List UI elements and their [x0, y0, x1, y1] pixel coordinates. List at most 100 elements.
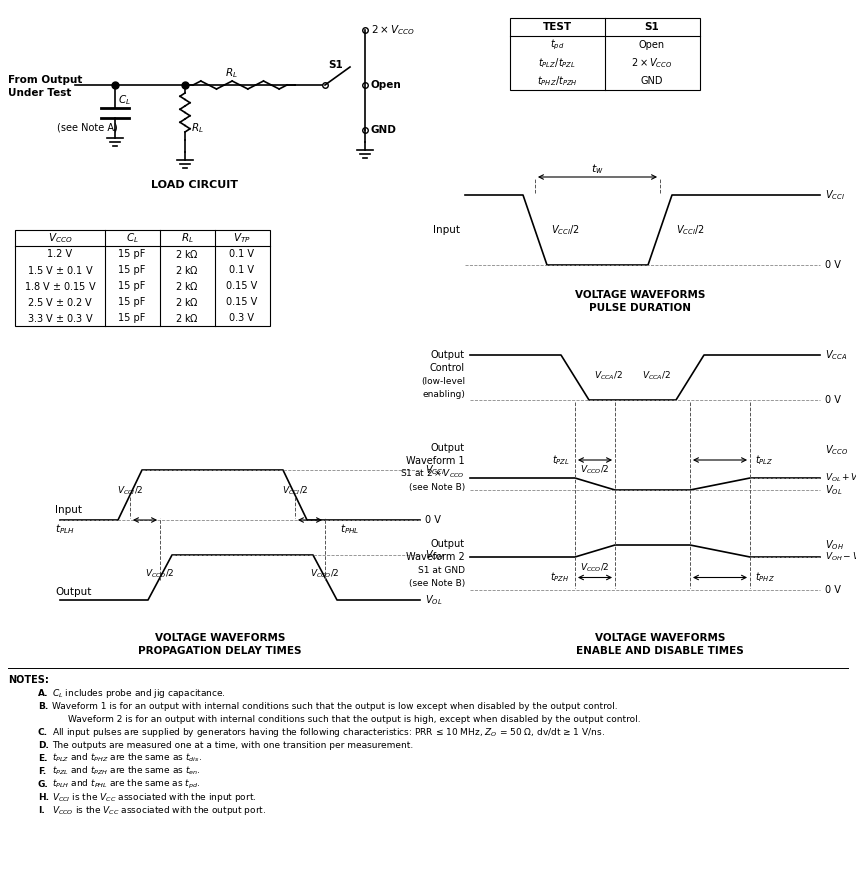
- Text: (low-level: (low-level: [421, 377, 465, 385]
- Text: Waveform 2 is for an output with internal conditions such that the output is hig: Waveform 2 is for an output with interna…: [68, 714, 640, 724]
- Text: $V_{CCO}/2$: $V_{CCO}/2$: [580, 464, 609, 476]
- Text: 0.15 V: 0.15 V: [226, 281, 258, 291]
- Text: F.: F.: [38, 766, 46, 775]
- Text: 15 pF: 15 pF: [118, 281, 146, 291]
- Text: 1.5 V $\pm$ 0.1 V: 1.5 V $\pm$ 0.1 V: [27, 264, 93, 276]
- Text: Output: Output: [55, 587, 92, 597]
- Text: Output: Output: [431, 539, 465, 549]
- Text: (see Note B): (see Note B): [409, 482, 465, 492]
- Text: $t_{PHZ}/t_{PZH}$: $t_{PHZ}/t_{PZH}$: [537, 74, 578, 88]
- Text: $t_{PHL}$: $t_{PHL}$: [340, 522, 360, 535]
- Text: Open: Open: [639, 40, 665, 50]
- Text: $V_{CCI}$ is the $V_{CC}$ associated with the input port.: $V_{CCI}$ is the $V_{CC}$ associated wit…: [52, 791, 257, 803]
- Text: $V_{TP}$: $V_{TP}$: [233, 231, 251, 245]
- Text: 0.3 V: 0.3 V: [229, 313, 254, 323]
- Text: 15 pF: 15 pF: [118, 249, 146, 259]
- Text: $2 \times V_{CCO}$: $2 \times V_{CCO}$: [631, 56, 673, 70]
- Text: Output: Output: [431, 443, 465, 453]
- Text: 0 V: 0 V: [825, 585, 841, 595]
- Text: LOAD CIRCUIT: LOAD CIRCUIT: [152, 180, 239, 190]
- Text: GND: GND: [371, 125, 397, 135]
- Text: $V_{CCO}$: $V_{CCO}$: [48, 231, 72, 245]
- Text: $V_{CCI}$: $V_{CCI}$: [825, 188, 845, 202]
- Text: 0.1 V: 0.1 V: [229, 265, 254, 275]
- Text: $V_{CCI}/2$: $V_{CCI}/2$: [551, 223, 580, 237]
- Text: $V_{OL}$: $V_{OL}$: [825, 483, 842, 497]
- Text: A.: A.: [38, 689, 49, 698]
- Text: 0 V: 0 V: [825, 260, 841, 270]
- Text: $V_{CCI}/2$: $V_{CCI}/2$: [116, 485, 143, 497]
- Text: 2 k$\Omega$: 2 k$\Omega$: [175, 264, 199, 276]
- Text: TEST: TEST: [543, 22, 572, 32]
- Text: $V_{OL}+V_{TP}$: $V_{OL}+V_{TP}$: [825, 472, 856, 484]
- Text: 2 k$\Omega$: 2 k$\Omega$: [175, 296, 199, 308]
- Text: $V_{CCO}/2$: $V_{CCO}/2$: [310, 567, 340, 580]
- Text: E.: E.: [38, 753, 47, 762]
- Text: From Output: From Output: [8, 75, 82, 85]
- Text: C.: C.: [38, 727, 48, 737]
- Text: 3.3 V $\pm$ 0.3 V: 3.3 V $\pm$ 0.3 V: [27, 312, 93, 324]
- Text: $V_{OH}-V_{TP}$: $V_{OH}-V_{TP}$: [825, 551, 856, 563]
- Text: $t_{PLZ}$ and $t_{PHZ}$ are the same as $t_{dis}$.: $t_{PLZ}$ and $t_{PHZ}$ are the same as …: [52, 752, 202, 764]
- Text: The outputs are measured one at a time, with one transition per measurement.: The outputs are measured one at a time, …: [52, 740, 413, 750]
- Text: Input: Input: [433, 225, 460, 235]
- Text: 15 pF: 15 pF: [118, 297, 146, 307]
- Text: Open: Open: [371, 80, 401, 90]
- Text: $V_{CCO}/2$: $V_{CCO}/2$: [146, 567, 175, 580]
- Text: $R_L$: $R_L$: [191, 121, 204, 135]
- Text: $V_{CCI}$: $V_{CCI}$: [425, 463, 445, 477]
- Text: 2.5 V $\pm$ 0.2 V: 2.5 V $\pm$ 0.2 V: [27, 296, 93, 308]
- Text: $t_{PLZ}$: $t_{PLZ}$: [755, 453, 774, 467]
- Text: $V_{CCA}$: $V_{CCA}$: [825, 348, 847, 362]
- Text: ENABLE AND DISABLE TIMES: ENABLE AND DISABLE TIMES: [576, 646, 744, 656]
- Text: Waveform 2: Waveform 2: [407, 552, 465, 562]
- Text: $V_{CCO}$: $V_{CCO}$: [825, 443, 848, 457]
- Text: B.: B.: [38, 701, 48, 711]
- Text: $V_{OH}$: $V_{OH}$: [825, 538, 844, 552]
- Text: 0.15 V: 0.15 V: [226, 297, 258, 307]
- Text: $V_{CCI}/2$: $V_{CCI}/2$: [282, 485, 308, 497]
- Text: All input pulses are supplied by generators having the following characteristics: All input pulses are supplied by generat…: [52, 726, 605, 739]
- Text: $C_L$: $C_L$: [126, 231, 139, 245]
- Text: VOLTAGE WAVEFORMS: VOLTAGE WAVEFORMS: [595, 633, 725, 643]
- Text: 0 V: 0 V: [825, 395, 841, 405]
- Text: G.: G.: [38, 780, 49, 788]
- Text: I.: I.: [38, 806, 45, 814]
- Text: $t_{PLH}$: $t_{PLH}$: [55, 522, 74, 535]
- Text: S1 at GND: S1 at GND: [418, 566, 465, 575]
- Text: 0 V: 0 V: [425, 515, 441, 525]
- Text: $t_{PZL}$ and $t_{PZH}$ are the same as $t_{en}$.: $t_{PZL}$ and $t_{PZH}$ are the same as …: [52, 765, 201, 777]
- Text: $t_w$: $t_w$: [591, 162, 603, 176]
- Text: $t_{PLZ}/t_{PZL}$: $t_{PLZ}/t_{PZL}$: [538, 56, 576, 70]
- Text: $t_{PLH}$ and $t_{PHL}$ are the same as $t_{pd}$.: $t_{PLH}$ and $t_{PHL}$ are the same as …: [52, 778, 200, 791]
- Text: S1: S1: [645, 22, 659, 32]
- Text: $V_{OH}$: $V_{OH}$: [425, 548, 444, 562]
- Text: 15 pF: 15 pF: [118, 313, 146, 323]
- Text: NOTES:: NOTES:: [8, 675, 49, 685]
- Text: GND: GND: [641, 76, 663, 86]
- Text: VOLTAGE WAVEFORMS: VOLTAGE WAVEFORMS: [155, 633, 285, 643]
- Text: $2 \times V_{CCO}$: $2 \times V_{CCO}$: [371, 23, 415, 37]
- Text: H.: H.: [38, 793, 49, 801]
- Text: Waveform 1 is for an output with internal conditions such that the output is low: Waveform 1 is for an output with interna…: [52, 701, 618, 711]
- Text: S1: S1: [328, 60, 342, 70]
- Text: Input: Input: [55, 505, 82, 515]
- Text: PULSE DURATION: PULSE DURATION: [589, 303, 691, 313]
- Text: PROPAGATION DELAY TIMES: PROPAGATION DELAY TIMES: [139, 646, 302, 656]
- Text: $V_{CCI}/2$: $V_{CCI}/2$: [676, 223, 704, 237]
- Text: (see Note A): (see Note A): [57, 123, 118, 133]
- Text: $C_L$: $C_L$: [118, 93, 131, 107]
- Text: $t_{PHZ}$: $t_{PHZ}$: [755, 570, 775, 584]
- Text: $t_{pd}$: $t_{pd}$: [550, 37, 564, 52]
- Text: $R_L$: $R_L$: [225, 66, 238, 80]
- Text: Output: Output: [431, 350, 465, 360]
- Text: Waveform 1: Waveform 1: [407, 456, 465, 466]
- Bar: [510, 18, 700, 90]
- Text: D.: D.: [38, 740, 49, 750]
- Text: $t_{PZL}$: $t_{PZL}$: [552, 453, 570, 467]
- Text: Under Test: Under Test: [8, 88, 71, 98]
- Text: $V_{CCA}/2$: $V_{CCA}/2$: [642, 369, 671, 382]
- Text: $R_L$: $R_L$: [181, 231, 193, 245]
- Text: $V_{CCO}/2$: $V_{CCO}/2$: [580, 562, 609, 574]
- Text: $t_{PZH}$: $t_{PZH}$: [550, 570, 570, 584]
